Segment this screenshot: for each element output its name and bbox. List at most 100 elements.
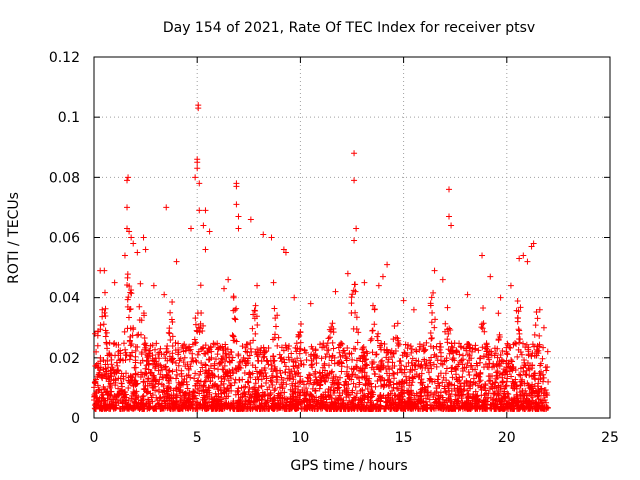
data-point (453, 348, 460, 355)
data-point (342, 378, 349, 385)
data-point (313, 360, 320, 367)
data-point (172, 359, 179, 366)
data-point (234, 399, 241, 406)
data-point (202, 361, 209, 368)
data-point (464, 291, 471, 298)
y-tick-label: 0.04 (49, 291, 80, 307)
data-point (116, 357, 123, 364)
data-point (497, 352, 504, 359)
data-point (173, 258, 180, 265)
data-point (222, 388, 229, 395)
data-point (424, 383, 431, 390)
data-point (427, 329, 434, 336)
data-point (477, 354, 484, 361)
data-point (437, 340, 444, 347)
data-point (352, 309, 359, 316)
data-point (228, 357, 235, 364)
data-point (199, 364, 206, 371)
data-point (341, 382, 348, 389)
data-point (427, 300, 434, 307)
data-point (137, 369, 144, 376)
data-point (280, 347, 287, 354)
data-point (369, 327, 376, 334)
data-point (235, 213, 242, 220)
data-point (376, 404, 383, 411)
data-point (164, 372, 171, 379)
data-point (431, 324, 438, 331)
y-tick-label: 0 (71, 411, 80, 427)
data-point (104, 357, 111, 364)
data-point (189, 395, 196, 402)
data-point (206, 356, 213, 363)
data-point (192, 382, 199, 389)
data-point (271, 404, 278, 411)
data-point (183, 400, 190, 407)
data-point (282, 363, 289, 370)
data-point (464, 351, 471, 358)
data-point (371, 370, 378, 377)
data-point (253, 405, 260, 412)
x-tick-label: 0 (90, 430, 99, 446)
data-point (169, 299, 176, 306)
data-point (202, 367, 209, 374)
data-point (249, 362, 256, 369)
data-point (482, 387, 489, 394)
x-tick-label: 15 (395, 430, 413, 446)
data-point (519, 340, 526, 347)
data-point (448, 222, 455, 229)
data-point (465, 369, 472, 376)
data-point (143, 370, 150, 377)
data-point (474, 382, 481, 389)
data-point (214, 397, 221, 404)
data-point (270, 397, 277, 404)
data-point (126, 306, 133, 313)
data-point (102, 333, 109, 340)
data-point (125, 384, 132, 391)
data-point (124, 271, 131, 278)
data-point (493, 369, 500, 376)
data-point (374, 337, 381, 344)
data-point (263, 375, 270, 382)
data-point (529, 362, 536, 369)
data-point (349, 356, 356, 363)
data-point (107, 381, 114, 388)
data-point (370, 359, 377, 366)
data-point (498, 356, 505, 363)
data-point (361, 357, 368, 364)
data-point (508, 357, 515, 364)
data-point (205, 349, 212, 356)
data-point (481, 328, 488, 335)
data-point (140, 385, 147, 392)
data-point (525, 403, 532, 410)
data-point (123, 400, 130, 407)
data-point (331, 354, 338, 361)
data-point (374, 378, 381, 384)
data-point (531, 382, 538, 389)
data-point (168, 357, 175, 364)
data-point (237, 394, 244, 401)
data-point (232, 316, 239, 323)
data-point (445, 346, 452, 353)
data-point (533, 389, 540, 396)
data-point (157, 362, 164, 369)
data-point (390, 370, 397, 377)
data-point (386, 383, 393, 390)
data-point (221, 285, 228, 292)
data-point (314, 353, 321, 360)
data-point (258, 400, 265, 407)
data-point (95, 371, 102, 378)
data-point (167, 374, 174, 381)
data-point (179, 342, 186, 349)
data-point (480, 401, 487, 408)
data-point (274, 312, 281, 319)
data-point (105, 392, 112, 399)
data-point (495, 336, 502, 343)
data-point (175, 351, 182, 358)
data-point (352, 345, 359, 352)
data-point (104, 395, 111, 402)
data-point (92, 380, 99, 387)
data-point (196, 180, 203, 187)
data-point (336, 349, 343, 356)
data-point (454, 378, 461, 385)
